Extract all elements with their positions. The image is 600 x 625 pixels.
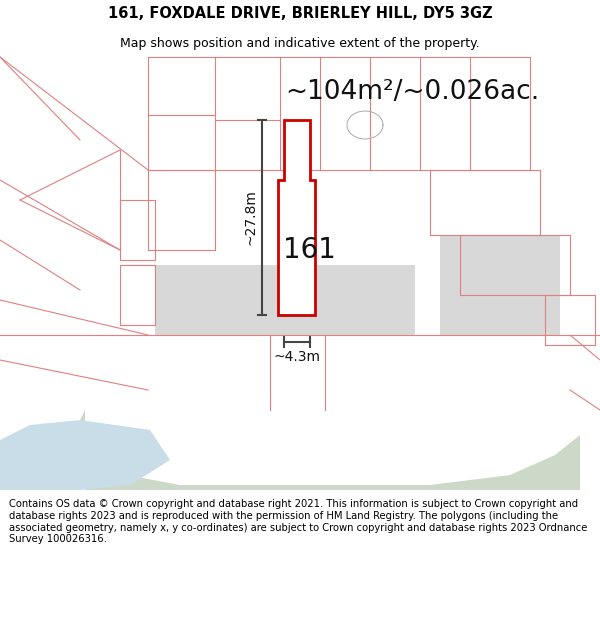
Text: Map shows position and indicative extent of the property.: Map shows position and indicative extent… [120,38,480,51]
Bar [440,235,560,335]
Polygon shape [75,410,580,490]
Text: Contains OS data © Crown copyright and database right 2021. This information is : Contains OS data © Crown copyright and d… [9,499,587,544]
Bar [155,265,415,335]
Text: 161, FOXDALE DRIVE, BRIERLEY HILL, DY5 3GZ: 161, FOXDALE DRIVE, BRIERLEY HILL, DY5 3… [107,6,493,21]
Bar [120,200,155,260]
Bar [120,265,155,325]
Text: ~4.3m: ~4.3m [274,350,320,364]
Text: ~27.8m: ~27.8m [243,189,257,246]
Text: ~104m²/~0.026ac.: ~104m²/~0.026ac. [285,79,539,105]
Text: 161: 161 [283,236,335,264]
Polygon shape [278,120,315,315]
Polygon shape [0,420,170,490]
